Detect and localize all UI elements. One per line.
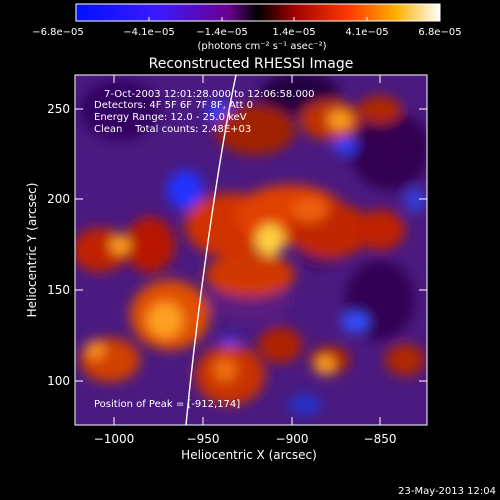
footer-timestamp: 23-May-2013 12:04	[398, 486, 496, 497]
reconstructed-image	[75, 75, 427, 425]
x-tick-label: −1000	[94, 432, 135, 446]
y-tick-label: 200	[47, 192, 70, 206]
y-tick-label: 150	[47, 283, 70, 297]
y-axis-label: Heliocentric Y (arcsec)	[25, 183, 39, 318]
x-tick-label: −850	[364, 432, 397, 446]
x-axis-label: Heliocentric X (arcsec)	[181, 448, 317, 462]
x-tick-label: −900	[276, 432, 309, 446]
method-counts-label: Clean Total counts: 2.48E+03	[94, 124, 251, 135]
solar-limb	[185, 75, 237, 425]
detectors-label: Detectors: 4F 5F 6F 7F 8F, Att 0	[94, 100, 253, 111]
plot-frame	[74, 74, 428, 426]
colorbar-tick-label: −6.8e−05	[32, 27, 84, 38]
colorbar-units: (photons cm⁻² s⁻¹ asec⁻²)	[197, 41, 326, 52]
time-range-label: 7-Oct-2003 12:01:28.000 to 12:06:58.000	[104, 89, 315, 100]
colorbar-tick-label: 6.8e−05	[418, 27, 461, 38]
axis-ticks	[75, 75, 427, 425]
plot-title: Reconstructed RHESSI Image	[149, 56, 354, 72]
colorbar	[75, 3, 441, 22]
colorbar-tick-label: 1.4e−05	[272, 27, 315, 38]
colorbar-tick-label: −4.1e−05	[123, 27, 175, 38]
colorbar-ticks	[75, 17, 441, 21]
y-tick-label: 100	[47, 374, 70, 388]
colorbar-tick-label: −1.4e−05	[196, 27, 248, 38]
colorbar-tick-label: 4.1e−05	[345, 27, 388, 38]
y-tick-label: 250	[47, 102, 70, 116]
energy-range-label: Energy Range: 12.0 - 25.0 keV	[94, 112, 247, 123]
peak-position-label: Position of Peak = [-912,174]	[94, 399, 240, 410]
x-tick-label: −950	[187, 432, 220, 446]
